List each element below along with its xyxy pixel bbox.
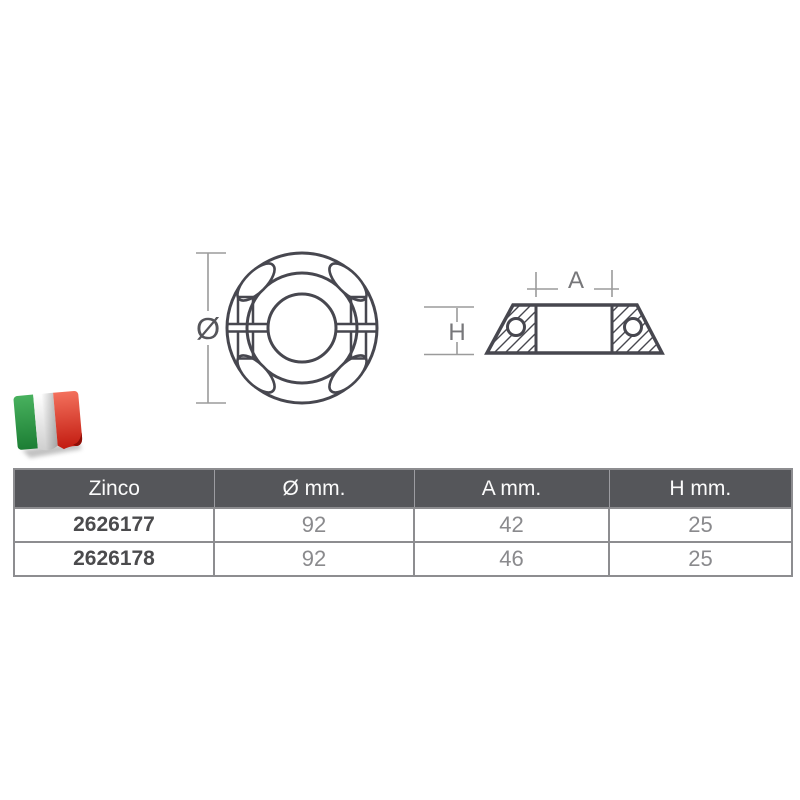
bolt-slot-notch (236, 331, 255, 360)
section-outline (484, 303, 665, 355)
front-view (225, 251, 379, 405)
middle-circle (245, 271, 359, 385)
flag-red-curl (73, 432, 83, 447)
h-value: 25 (608, 507, 793, 543)
a-dimension-label: A (568, 267, 584, 294)
table-row: 2626177 92 42 25 (13, 507, 793, 543)
bolt-slot-notch (236, 295, 255, 324)
bolt-slot-notch (349, 295, 368, 324)
italian-flag-icon (13, 390, 83, 458)
column-header-zinco: Zinco (14, 469, 214, 508)
h-dimension (424, 306, 474, 356)
outer-circle (225, 251, 379, 405)
bore-circle (266, 292, 338, 364)
product-code: 2626177 (13, 507, 215, 543)
flag-green-stripe (13, 394, 38, 450)
column-header-diameter: Ø mm. (213, 469, 414, 508)
column-header-a: A mm. (413, 469, 609, 508)
diameter-dimension (196, 252, 226, 404)
side-view (484, 303, 665, 355)
h-dimension-label: H (448, 319, 465, 346)
column-header-h: H mm. (608, 469, 792, 508)
diameter-label: Ø (196, 311, 220, 346)
diameter-value: 92 (213, 541, 415, 577)
a-value: 42 (413, 507, 610, 543)
shaft-bore-edges (534, 305, 614, 353)
spec-table: Zinco Ø mm. A mm. H mm. 2626177 92 42 25… (13, 468, 793, 577)
table-row: 2626178 92 46 25 (13, 541, 793, 577)
bolt-slot-notch (349, 331, 368, 360)
flag-white-fold (41, 392, 58, 450)
table-header-row: Zinco Ø mm. A mm. H mm. (14, 469, 792, 508)
technical-drawing: Ø A H (196, 251, 665, 405)
a-value: 46 (413, 541, 610, 577)
product-code: 2626178 (13, 541, 215, 577)
h-value: 25 (608, 541, 793, 577)
a-dimension (527, 270, 619, 297)
diameter-value: 92 (213, 507, 415, 543)
flag-red-stripe (53, 390, 83, 450)
bolt-hole-icon (506, 317, 526, 337)
bolt-hole-icon (623, 317, 643, 337)
split-line (227, 322, 377, 333)
